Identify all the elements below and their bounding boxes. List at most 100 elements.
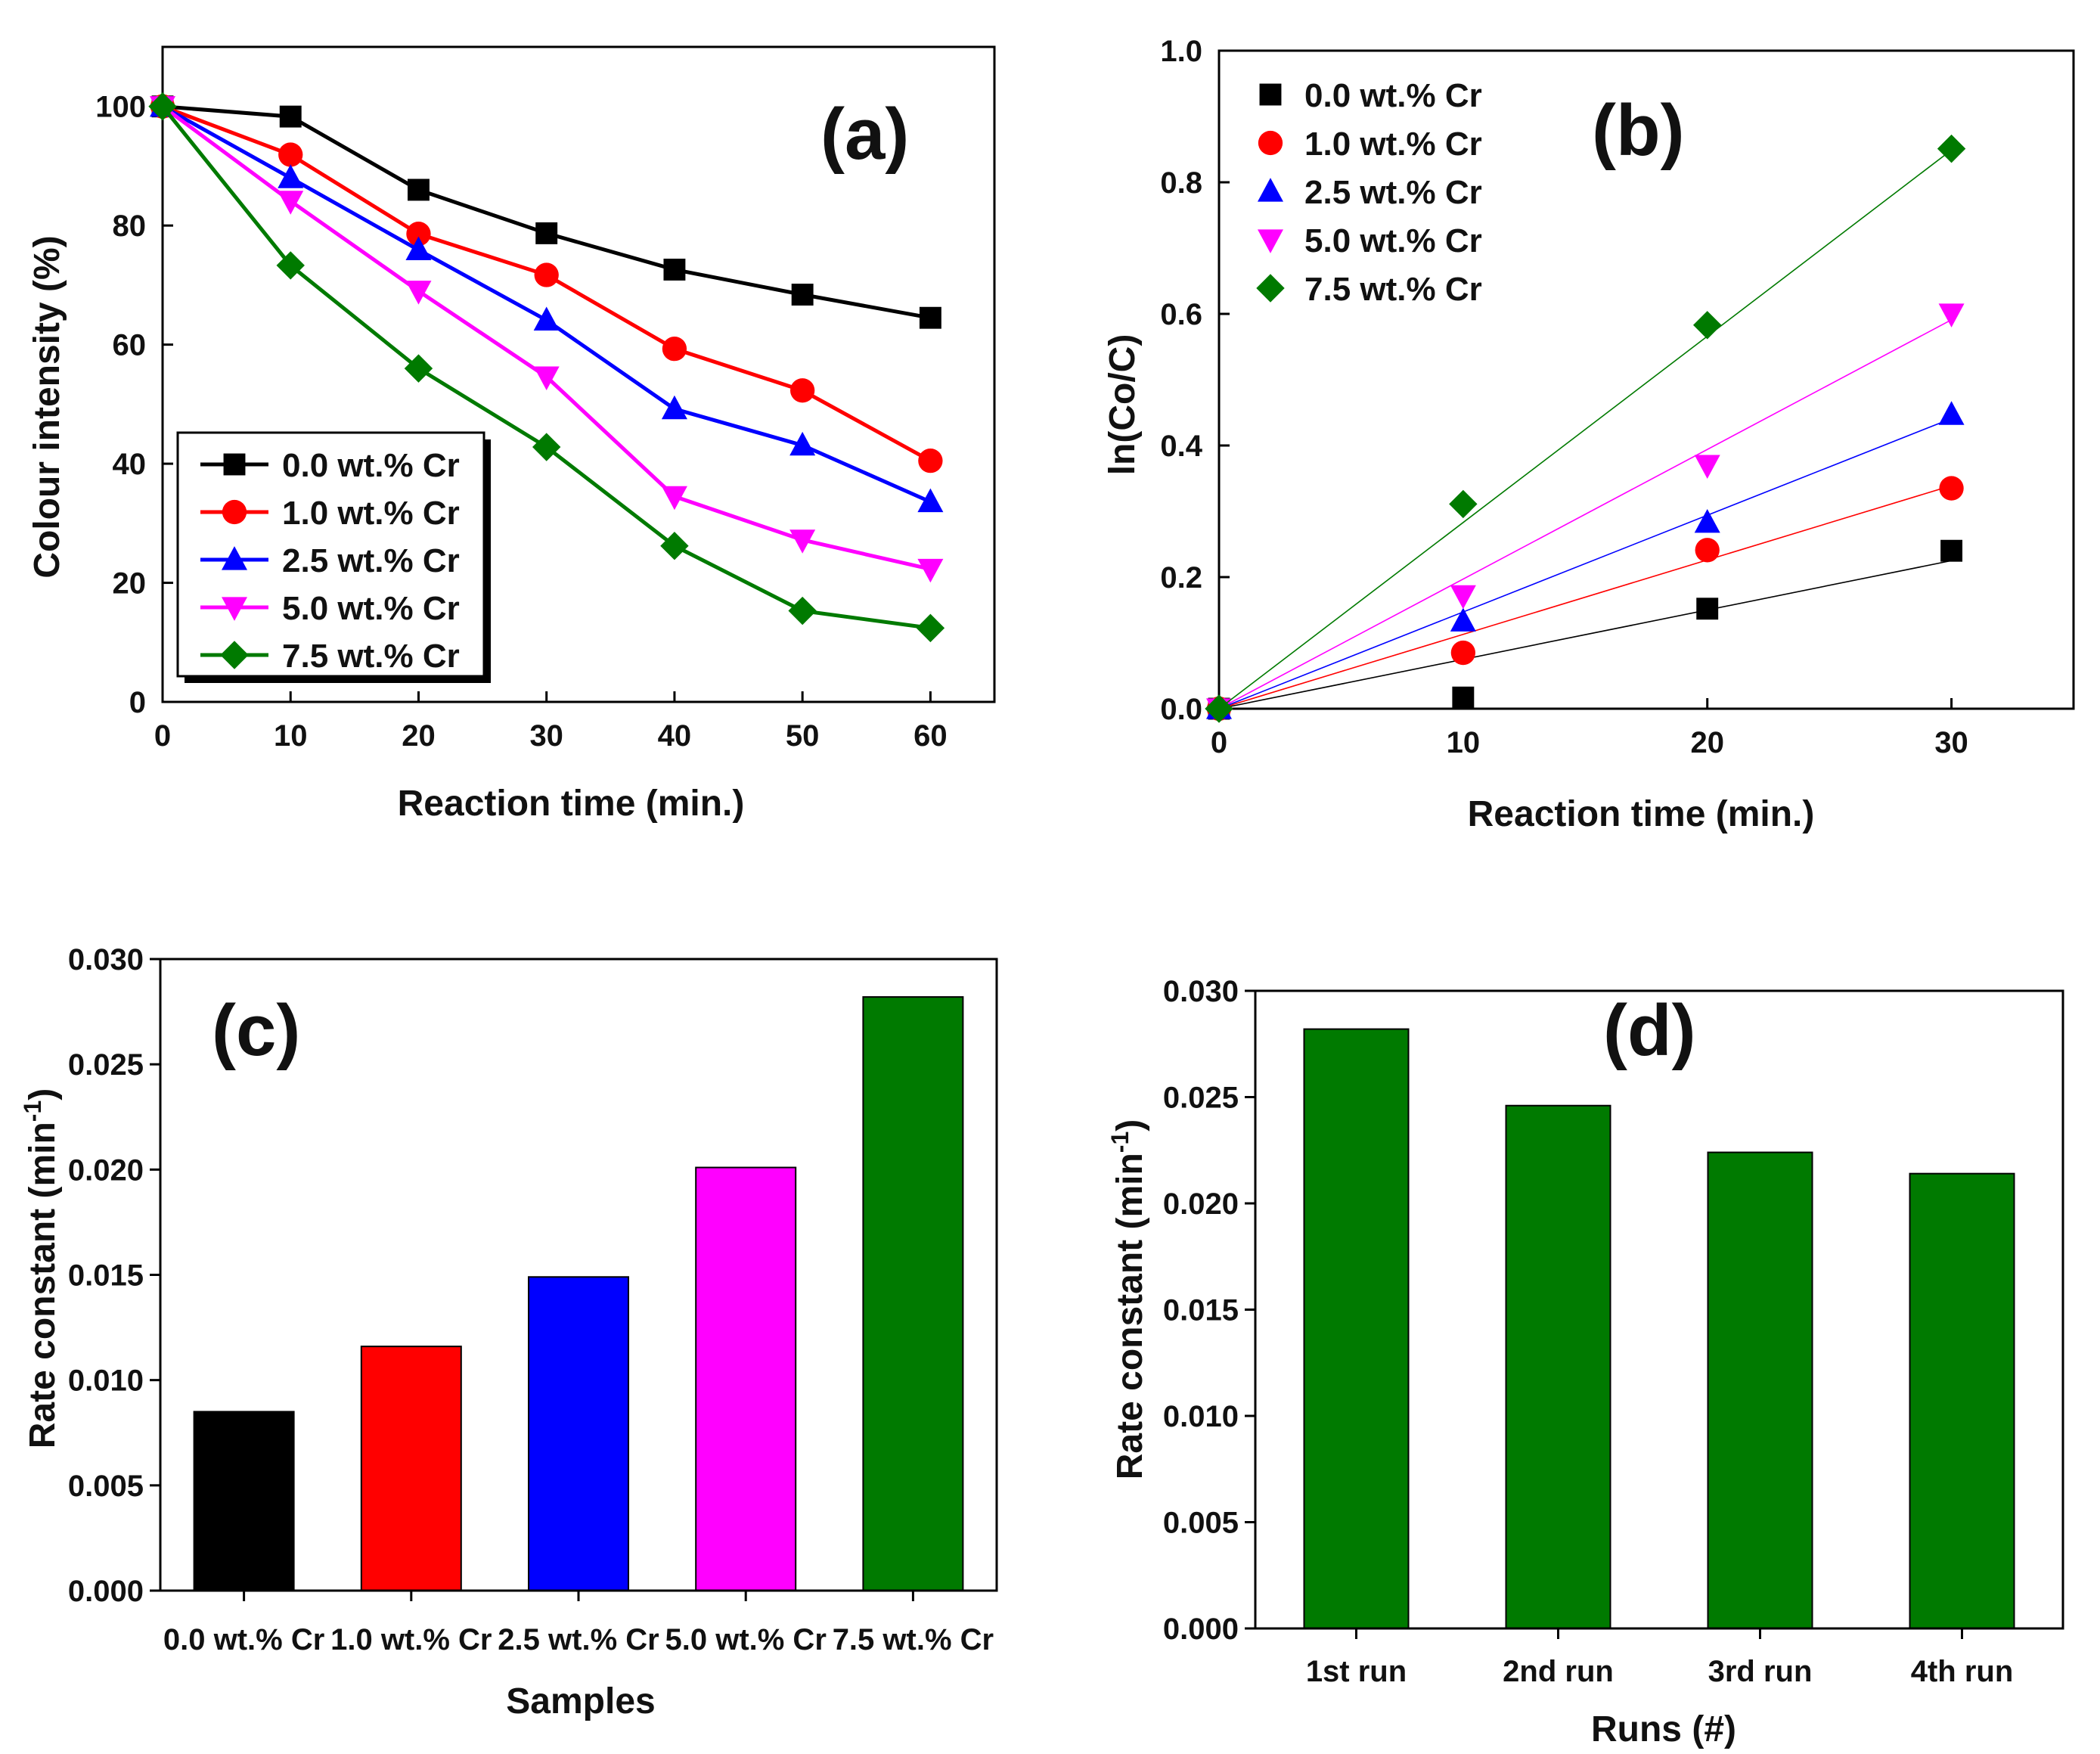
panel-c-tag: (c) [212, 990, 300, 1071]
panel-d-bar [1505, 1104, 1611, 1629]
panel-d-x-tick-label: 2nd run [1503, 1655, 1614, 1688]
panel-c-y-tick-label: 0.000 [68, 1575, 144, 1608]
panel-c-y-tick-label: 0.030 [68, 943, 144, 976]
panel-d-y-label-sup: -1 [1106, 1132, 1134, 1153]
panel-b-legend-label: 5.0 wt.% Cr [1304, 222, 1482, 259]
panel-a-legend-label: 1.0 wt.% Cr [282, 495, 460, 532]
panel-b-y-tick-label: 1.0 [1160, 35, 1202, 68]
panel-a-x-tick-label: 0 [154, 719, 171, 753]
panel-b-point-s3 [1938, 303, 1965, 328]
panel-a-tag: (a) [820, 94, 909, 175]
panel-a-y-tick-label: 0 [129, 686, 146, 719]
panel-c-bar [193, 1411, 295, 1591]
panel-a-y-tick-label: 100 [95, 91, 146, 124]
panel-a-line-chart: (a) Reaction time (min.) Colour intensit… [27, 45, 996, 824]
panel-a-point-s1 [406, 222, 431, 247]
panel-a-point-s2 [278, 164, 304, 188]
panel-b-point-s1 [1695, 538, 1720, 563]
panel-c-x-tick-label: 5.0 wt.% Cr [665, 1623, 826, 1656]
panel-b-tag: (b) [1592, 90, 1685, 171]
panel-b-point-s4 [1205, 694, 1233, 723]
panel-b-legend-label: 2.5 wt.% Cr [1304, 174, 1482, 211]
panel-a-plot-frame [161, 45, 996, 703]
panel-b-plot-frame [1218, 49, 2075, 710]
panel-b-legend-marker [1258, 130, 1283, 156]
panel-b-point-s1 [1939, 476, 1964, 501]
panel-b-legend-marker [1258, 178, 1283, 202]
panel-a-legend-marker [223, 453, 246, 476]
panel-c-y-label-close: ) [23, 1088, 63, 1101]
panel-a-legend-marker [222, 597, 247, 621]
panel-b-x-tick-label: 30 [1934, 726, 1968, 759]
panel-a-x-tick-label: 50 [786, 719, 820, 753]
panel-d-bar [1707, 1151, 1813, 1630]
panel-a-point-s2 [533, 306, 560, 331]
panel-b-point-s4 [1693, 311, 1722, 340]
panel-a-point-s1 [662, 336, 687, 362]
panel-b-legend-label: 0.0 wt.% Cr [1304, 77, 1482, 114]
panel-d-y-tick-label: 0.015 [1163, 1294, 1239, 1327]
panel-a-point-s0 [919, 306, 941, 329]
panel-b-point-s4 [1937, 134, 1966, 163]
panel-a-y-axis-label: Colour intensity (%) [27, 235, 67, 578]
panel-a-point-s2 [661, 395, 687, 420]
panel-a-legend-label: 5.0 wt.% Cr [282, 590, 460, 627]
panel-c-y-tick-label: 0.020 [68, 1153, 144, 1187]
panel-a-legend-marker [222, 546, 247, 570]
panel-b-fit-line-1 [1218, 485, 1952, 709]
panel-d-x-tick-label: 3rd run [1708, 1655, 1813, 1688]
panel-a-x-axis-label: Reaction time (min.) [398, 784, 745, 824]
panel-b-y-tick-label: 0.6 [1160, 298, 1202, 331]
panel-a-legend-marker [222, 499, 247, 525]
panel-a-legend-label: 0.0 wt.% Cr [282, 447, 460, 484]
panel-a-legend-marker [220, 641, 249, 669]
panel-a-y-tick-label: 40 [113, 448, 147, 481]
panel-b-legend-marker [1259, 83, 1282, 106]
panel-b-legend-marker [1256, 274, 1285, 303]
panel-d-x-tick-label: 1st run [1306, 1655, 1407, 1688]
panel-a-point-s3 [278, 191, 304, 215]
panel-a-point-s1 [278, 142, 303, 167]
panel-b-point-s2 [1450, 607, 1476, 632]
panel-a-point-s4 [788, 596, 817, 626]
panel-d-y-tick-label: 0.020 [1163, 1187, 1239, 1221]
panel-b-scatter-fit-chart: (b) Reaction time (min.) ln(Co/C) 0 10 20 3… [1103, 35, 2075, 834]
panel-b-point-s4 [1449, 489, 1478, 519]
panel-d-y-tick-label: 0.025 [1163, 1082, 1239, 1115]
panel-b-legend-label: 7.5 wt.% Cr [1304, 271, 1482, 308]
panel-c-y-tick-label: 0.010 [68, 1364, 144, 1398]
panel-a-y-tick-label: 60 [113, 329, 147, 362]
panel-c-bar [528, 1276, 629, 1591]
panel-d-y-tick-label: 0.005 [1163, 1507, 1239, 1540]
panel-a-point-s1 [790, 378, 815, 403]
panel-a-y-tick-label: 80 [113, 210, 147, 243]
panel-a-point-s4 [660, 532, 689, 560]
panel-c-y-tick-label: 0.015 [68, 1259, 144, 1293]
panel-c-bar [360, 1346, 462, 1591]
panel-b-point-s2 [1694, 508, 1720, 533]
panel-b-point-s0 [1696, 598, 1719, 620]
panel-c-x-tick-label: 2.5 wt.% Cr [498, 1623, 659, 1656]
panel-b-point-s2 [1938, 401, 1965, 425]
panel-a-point-s2 [405, 236, 432, 261]
panel-a-point-s3 [533, 366, 560, 390]
panel-d-x-axis-label: Runs (#) [1591, 1709, 1736, 1749]
panel-b-y-tick-label: 0.2 [1160, 561, 1202, 594]
panel-d-bar-chart: (d) Runs (#) Rate constant (min-1) 1st r… [1106, 975, 2064, 1749]
panel-d-y-tick-label: 0.030 [1163, 975, 1239, 1008]
panel-a-point-s0 [535, 222, 558, 244]
panel-b-point-s3 [1450, 585, 1476, 610]
panel-d-bar [1303, 1028, 1410, 1629]
panel-b-y-tick-label: 0.8 [1160, 166, 1202, 200]
panel-b-y-axis-label: ln(Co/C) [1103, 334, 1143, 476]
panel-c-x-tick-label: 1.0 wt.% Cr [330, 1623, 492, 1656]
panel-a-point-s3 [661, 486, 687, 511]
panel-b-point-s0 [1940, 539, 1963, 562]
panel-a-point-s0 [408, 179, 430, 201]
panel-a-x-tick-label: 40 [658, 719, 692, 753]
panel-a-point-s4 [276, 251, 305, 280]
panel-c-x-tick-label: 0.0 wt.% Cr [163, 1623, 324, 1656]
panel-c-y-tick-label: 0.005 [68, 1470, 144, 1503]
panel-b-fit-line-3 [1218, 319, 1952, 709]
